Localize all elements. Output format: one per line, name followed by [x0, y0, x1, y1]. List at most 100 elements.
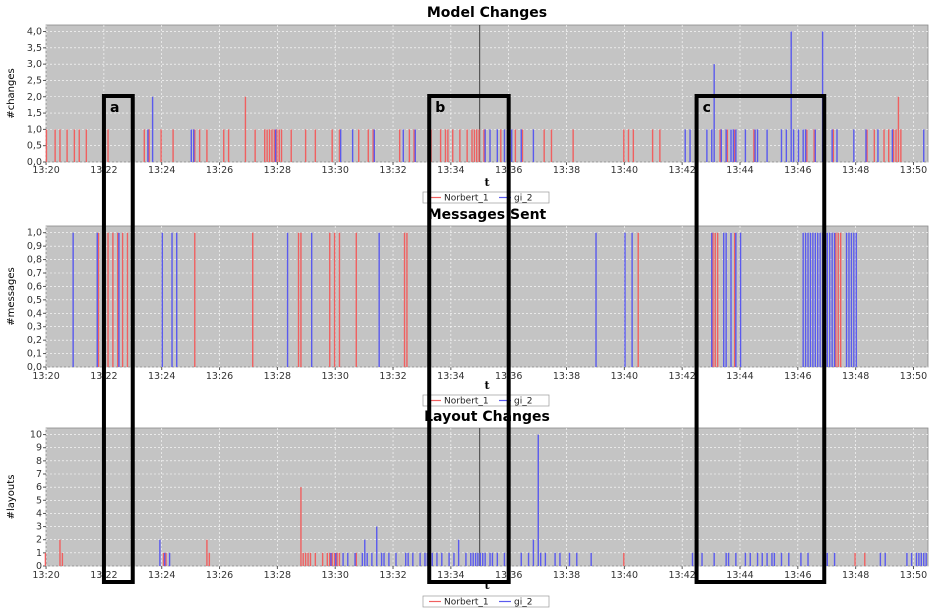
x-tick-label: 13:20	[32, 371, 59, 382]
y-tick-label: 0,0	[27, 157, 42, 168]
x-tick-label: 13:40	[611, 570, 638, 581]
legend-box	[422, 595, 550, 608]
x-tick-label: 13:20	[32, 165, 59, 176]
series-gi_2	[159, 434, 927, 566]
y-tick-label: 0	[36, 561, 42, 572]
x-tick-label: 13:34	[437, 570, 464, 581]
y-tick-label: 0,5	[27, 295, 42, 306]
legend-entry: Norbert_1	[444, 194, 489, 204]
y-tick-label: 5	[36, 495, 42, 506]
x-tick-label: 13:28	[264, 165, 291, 176]
chart-title: Layout Changes	[424, 409, 550, 425]
series-Norbert_1	[44, 487, 866, 566]
x-tick-label: 13:26	[206, 371, 233, 382]
y-axis-label: #layouts	[6, 475, 17, 520]
x-tick-label: 13:42	[668, 570, 695, 581]
y-tick-label: 1	[36, 548, 42, 559]
legend: Norbert_1 gi_2	[422, 394, 550, 407]
x-tick-label: 13:46	[784, 371, 811, 382]
y-tick-label: 3,5	[27, 43, 42, 54]
legend-entry: gi_2	[514, 397, 532, 407]
y-tick-label: 8	[36, 456, 42, 467]
y-tick-label: 0,5	[27, 141, 42, 152]
y-axis-label: #changes	[6, 68, 17, 118]
x-tick-label: 13:44	[726, 570, 753, 581]
y-tick-label: 0,2	[27, 335, 42, 346]
x-tick-label: 13:24	[148, 165, 175, 176]
plot-area	[45, 225, 929, 368]
chart-title: Messages Sent	[428, 207, 547, 223]
series-Norbert_1	[97, 232, 842, 367]
x-axis-label: t	[484, 176, 490, 189]
highlight-box-label: a	[110, 100, 119, 116]
y-tick-label: 9	[36, 443, 42, 454]
x-tick-label: 13:26	[206, 165, 233, 176]
x-tick-label: 13:30	[322, 165, 349, 176]
highlight-box-label: b	[435, 100, 445, 116]
y-tick-label: 4,0	[27, 27, 42, 38]
y-tick-label: 7	[36, 469, 42, 480]
y-tick-label: 2,5	[27, 75, 42, 86]
x-tick-label: 13:34	[437, 371, 464, 382]
y-tick-label: 0,8	[27, 255, 42, 266]
y-tick-label: 1,0	[27, 124, 42, 135]
legend-entry: Norbert_1	[444, 598, 489, 608]
legend: Norbert_1 gi_2	[422, 191, 550, 204]
x-tick-label: 13:46	[784, 570, 811, 581]
highlight-box-b	[427, 94, 511, 584]
x-tick-label: 13:34	[437, 165, 464, 176]
legend-entry: gi_2	[514, 598, 532, 608]
series-gi_2	[147, 31, 925, 162]
y-tick-label: 0,3	[27, 322, 42, 333]
x-tick-label: 13:50	[900, 570, 927, 581]
x-tick-label: 13:40	[611, 165, 638, 176]
legend-entry: gi_2	[514, 194, 532, 204]
x-tick-label: 13:42	[668, 165, 695, 176]
y-tick-label: 2,0	[27, 92, 42, 103]
x-tick-label: 13:30	[322, 371, 349, 382]
highlight-box-a	[101, 94, 135, 584]
y-tick-label: 0,4	[27, 308, 42, 319]
x-tick-label: 13:48	[842, 371, 869, 382]
y-tick-label: 1,5	[27, 108, 42, 119]
y-tick-label: 0,6	[27, 281, 42, 292]
y-tick-label: 2	[36, 535, 42, 546]
x-tick-label: 13:28	[264, 570, 291, 581]
x-tick-label: 13:20	[32, 570, 59, 581]
y-tick-label: 3,0	[27, 59, 42, 70]
x-tick-label: 13:38	[553, 570, 580, 581]
plot-area	[45, 427, 929, 567]
x-tick-label: 13:28	[264, 371, 291, 382]
legend-entry: Norbert_1	[444, 397, 489, 407]
x-tick-label: 13:40	[611, 371, 638, 382]
highlight-box-c	[694, 94, 827, 584]
legend-box	[422, 191, 550, 204]
x-tick-label: 13:46	[784, 165, 811, 176]
legend-box	[422, 394, 550, 407]
chart-title: Model Changes	[427, 5, 547, 21]
x-axis-label: t	[484, 379, 490, 392]
y-tick-label: 0,7	[27, 268, 42, 279]
y-tick-label: 0,0	[27, 362, 42, 373]
x-tick-label: 13:24	[148, 371, 175, 382]
plot-area	[45, 24, 929, 163]
y-tick-label: 1,0	[27, 228, 42, 239]
y-tick-label: 3	[36, 522, 42, 533]
x-axis-label: t	[484, 579, 490, 592]
x-tick-label: 13:42	[668, 371, 695, 382]
y-tick-label: 4	[36, 508, 42, 519]
y-tick-label: 0,9	[27, 241, 42, 252]
x-tick-label: 13:26	[206, 570, 233, 581]
y-tick-label: 0,1	[27, 349, 42, 360]
x-tick-label: 13:32	[379, 570, 406, 581]
x-tick-label: 13:48	[842, 165, 869, 176]
x-tick-label: 13:32	[379, 371, 406, 382]
x-tick-label: 13:24	[148, 570, 175, 581]
legend: Norbert_1 gi_2	[422, 595, 550, 608]
x-tick-label: 13:48	[842, 570, 869, 581]
x-tick-label: 13:44	[726, 165, 753, 176]
